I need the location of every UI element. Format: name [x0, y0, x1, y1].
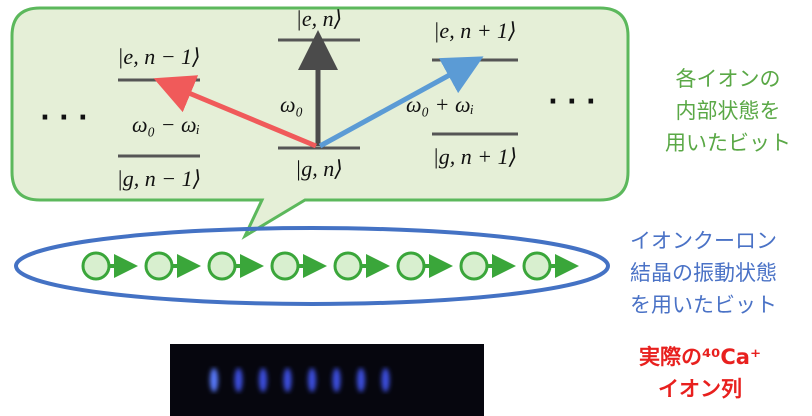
transition-label: ω₀ + ωᵢ — [406, 92, 474, 117]
ion-spot — [259, 368, 267, 392]
level-label: |g, n − 1⟩ — [117, 166, 201, 191]
ion — [83, 253, 109, 279]
ion-spot — [382, 368, 390, 392]
side-label: 結晶の振動状態 — [630, 261, 777, 285]
level-label: |e, n − 1⟩ — [117, 44, 200, 69]
ion — [209, 253, 235, 279]
ion-spot — [210, 368, 218, 392]
side-label: イオン列 — [658, 377, 742, 401]
ion-chain — [83, 253, 567, 279]
level-label: |e, n + 1⟩ — [433, 18, 516, 43]
page: {"levels": ["|e, n − 1⟩", "|e, n⟩", "|e,… — [0, 0, 812, 416]
level-label: |e, n⟩ — [296, 6, 342, 31]
side-label: 各イオンの — [676, 67, 781, 91]
ion-spot — [308, 368, 316, 392]
ion — [335, 253, 361, 279]
ion — [398, 253, 424, 279]
transition-label: ω₀ — [280, 92, 303, 117]
ion — [146, 253, 172, 279]
ellipsis: · · · — [40, 103, 88, 133]
ion — [461, 253, 487, 279]
side-label: 用いたビット — [665, 131, 791, 155]
side-label: 内部状態を — [676, 99, 781, 123]
ion-spot — [333, 368, 341, 392]
side-label: を用いたビット — [630, 293, 777, 317]
side-label: イオンクーロン — [630, 229, 777, 253]
ion — [272, 253, 298, 279]
ion-spot — [235, 368, 243, 392]
ion-spot — [357, 368, 365, 392]
transition-label: ω₀ − ωᵢ — [132, 112, 200, 137]
level-label: |g, n⟩ — [295, 156, 343, 181]
ion — [524, 253, 550, 279]
level-label: |g, n + 1⟩ — [433, 144, 517, 169]
diagram: |e, n − 1⟩ |e, n⟩ |e, n + 1⟩ |g, n − 1⟩ … — [0, 0, 812, 416]
side-label: 実際の⁴⁰Ca⁺ — [639, 345, 761, 369]
ion-spot — [284, 368, 292, 392]
ellipsis: · · · — [548, 87, 596, 117]
